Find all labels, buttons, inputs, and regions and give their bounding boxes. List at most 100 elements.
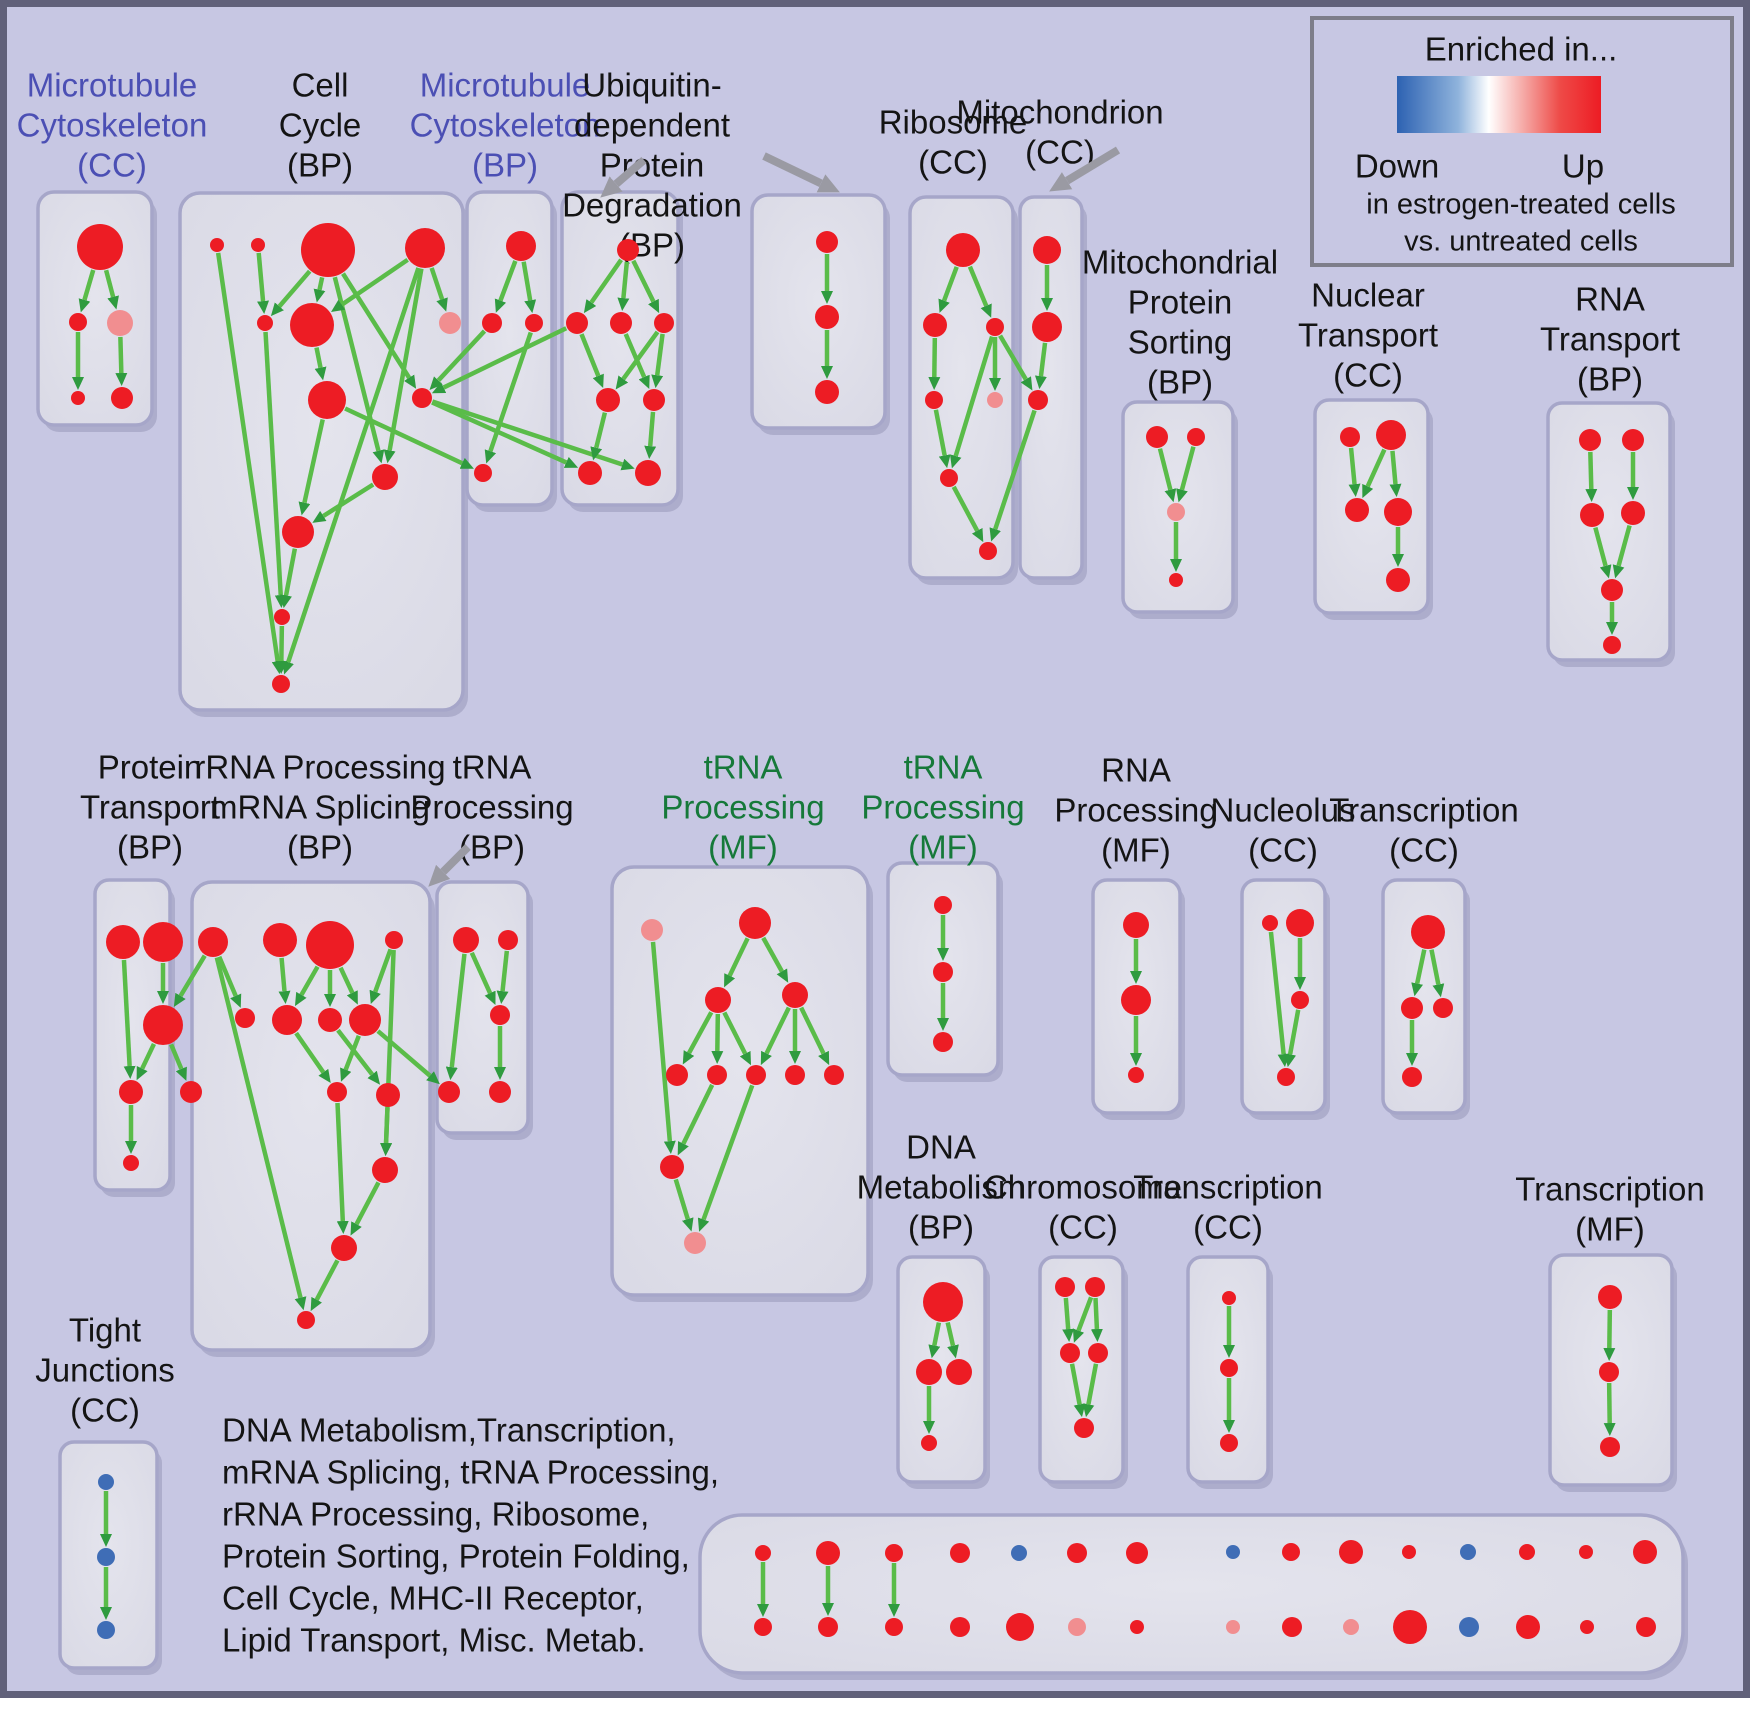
go-term-node: [643, 389, 665, 411]
go-term-node: [297, 1311, 315, 1329]
group-label-line: Nuclear: [1311, 277, 1425, 314]
edge-arrow: [214, 956, 307, 1311]
go-term-node: [385, 931, 403, 949]
go-term-node: [934, 896, 952, 914]
go-term-node: [490, 1005, 510, 1025]
go-term-node: [755, 1545, 771, 1561]
go-term-node: [439, 312, 461, 334]
go-term-node: [610, 312, 632, 334]
group-label-line: Cycle: [279, 107, 362, 144]
group-label-line: Microtubule: [420, 67, 591, 104]
group-label-line: Metabolism: [857, 1169, 1026, 1206]
go-term-node: [1516, 1615, 1540, 1639]
go-term-node: [97, 1621, 115, 1639]
go-term-node: [1636, 1617, 1656, 1637]
edge-arrow: [344, 406, 474, 469]
group-label-line: Processing: [410, 789, 573, 826]
edge-arrow: [1072, 1296, 1094, 1343]
go-term-node: [1384, 498, 1412, 526]
legend-title: Enriched in...: [1425, 31, 1618, 68]
go-term-node: [1262, 915, 1278, 931]
edge-arrow: [312, 482, 375, 523]
go-term-node: [1340, 427, 1360, 447]
group-label-line: dependent: [574, 107, 730, 144]
group-box-chromosome-cc: [1038, 1255, 1125, 1484]
go-term-node: [235, 1008, 255, 1028]
legend-subtitle-line2: vs. untreated cells: [1404, 226, 1638, 258]
go-term-node: [372, 464, 398, 490]
go-term-node: [816, 231, 838, 253]
group-label-line: (CC): [1333, 357, 1403, 394]
edge-arrow: [933, 409, 951, 469]
group-box-rna-transport-bp: [1546, 401, 1672, 662]
go-term-node: [1126, 1542, 1148, 1564]
go-term-node: [923, 1282, 963, 1322]
edge-arrow: [280, 548, 298, 609]
label-pointer-arrow: [1049, 146, 1121, 192]
edge-arrow: [103, 269, 119, 310]
edge-arrow: [945, 1321, 959, 1359]
edge-arrow: [263, 331, 287, 609]
go-term-node: [274, 609, 290, 625]
group-label-line: (MF): [708, 829, 778, 866]
go-term-node: [251, 238, 265, 252]
go-term-node: [1402, 1545, 1416, 1559]
edge-arrow: [761, 936, 789, 983]
group-label-line: Mitochondrion: [956, 94, 1163, 131]
go-term-node: [1032, 312, 1062, 342]
group-box-nuclear-transport-cc: [1313, 398, 1430, 615]
group-label-line: Protein: [98, 749, 203, 786]
edge-arrow: [1612, 524, 1632, 579]
group-label-line: RNA: [1575, 281, 1645, 318]
go-term-node: [272, 1005, 302, 1035]
go-term-node: [438, 1081, 460, 1103]
go-term-node: [1187, 428, 1205, 446]
group-label-line: Transport: [80, 789, 220, 826]
legend-subtitle-line1: in estrogen-treated cells: [1366, 189, 1676, 221]
go-term-node: [1226, 1545, 1240, 1559]
edge-arrow: [115, 336, 128, 387]
group-box-ribosome-cc: [908, 195, 1015, 580]
go-term-node: [815, 305, 839, 329]
misc-terms-text-line: mRNA Splicing, tRNA Processing,: [222, 1454, 719, 1491]
go-term-node: [1085, 1277, 1105, 1297]
edge-arrow: [1362, 448, 1387, 499]
edge-arrow: [1268, 931, 1290, 1068]
go-term-node: [1060, 1343, 1080, 1363]
edge-arrow: [338, 966, 358, 1005]
go-term-node: [707, 1065, 727, 1085]
go-term-node: [666, 1064, 688, 1086]
go-term-node: [1067, 1543, 1087, 1563]
go-term-node: [71, 391, 85, 405]
edge-arrow: [1157, 448, 1177, 503]
go-term-node: [815, 380, 839, 404]
go-term-node: [498, 930, 518, 950]
go-term-node: [946, 1359, 972, 1385]
edge-arrow: [1585, 451, 1598, 503]
edge-arrow: [583, 258, 623, 314]
go-term-node: [578, 461, 602, 485]
edge-arrow: [724, 937, 750, 988]
group-label-line: RNA: [1101, 752, 1171, 789]
label-pointer-arrow: [428, 844, 471, 887]
go-term-node: [782, 982, 808, 1008]
go-term-node: [98, 1474, 114, 1490]
go-term-node: [824, 1065, 844, 1085]
go-term-node: [925, 391, 943, 409]
go-term-node: [660, 1155, 684, 1179]
go-term-node: [987, 392, 1003, 408]
edge-arrow: [169, 1043, 187, 1081]
go-term-node: [474, 464, 492, 482]
edge-arrow: [294, 965, 320, 1007]
edge-arrow: [369, 948, 393, 1005]
go-term-node: [986, 318, 1004, 336]
go-term-node: [1601, 579, 1623, 601]
edge-arrow: [1082, 1363, 1099, 1418]
go-term-node: [1277, 1068, 1295, 1086]
edge-arrow: [1603, 1382, 1616, 1437]
edge-arrow: [590, 412, 608, 461]
go-term-node: [210, 238, 224, 252]
group-label-line: tRNA: [704, 749, 783, 786]
edge-arrow: [380, 1107, 393, 1157]
go-term-node: [950, 1617, 970, 1637]
